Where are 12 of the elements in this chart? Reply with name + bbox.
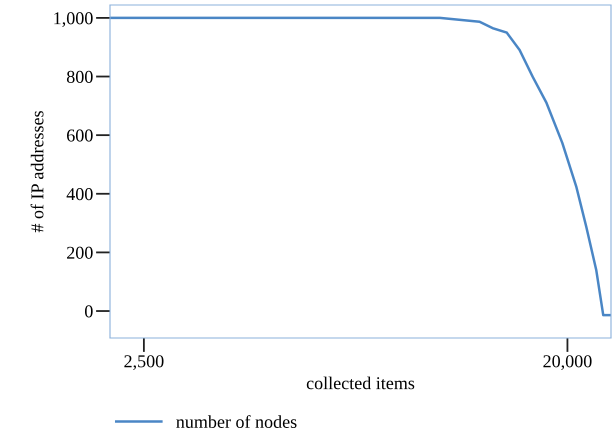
line-series	[110, 16, 611, 316]
y-tick-label: 400	[66, 188, 93, 200]
y-tick-label: 0	[84, 305, 93, 318]
y-axis-title: # of IP addresses	[30, 111, 44, 232]
y-tick-label: 600	[67, 129, 93, 142]
y-tick-label: 200	[67, 246, 93, 259]
y-tick-label: 1,000	[54, 12, 93, 27]
x-tick-label: 20,000	[543, 355, 592, 370]
x-axis-title: collected items	[306, 376, 414, 390]
legend-label: number of nodes	[176, 415, 297, 428]
x-tick-label: 2,500	[124, 355, 164, 370]
y-tick-label: 800	[66, 70, 93, 83]
